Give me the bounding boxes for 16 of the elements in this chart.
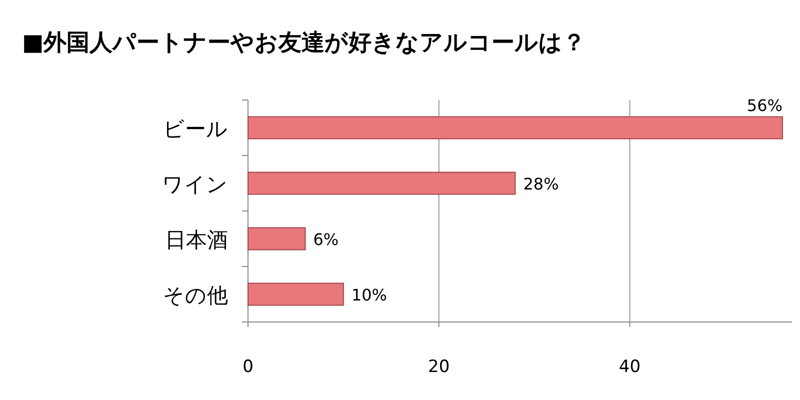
- data-label: 10%: [351, 285, 387, 304]
- x-tick-label: 0: [242, 357, 254, 377]
- data-label: 6%: [313, 230, 339, 249]
- y-tick-label: ビール: [163, 116, 228, 141]
- y-tick-label: その他: [163, 283, 228, 308]
- bar: [248, 227, 306, 250]
- y-tick-label: 日本酒: [165, 228, 228, 252]
- data-label: 28%: [523, 174, 559, 194]
- bar: [248, 116, 783, 140]
- chart-title: ■外国人パートナーやお友達が好きなアルコールは？: [22, 30, 586, 56]
- y-tick-label: ワイン: [162, 172, 228, 196]
- data-label: 56%: [746, 96, 782, 115]
- bar: [248, 282, 344, 306]
- x-tick-label: 40: [618, 357, 641, 377]
- bar: [248, 172, 516, 195]
- x-tick-label: 20: [428, 357, 450, 377]
